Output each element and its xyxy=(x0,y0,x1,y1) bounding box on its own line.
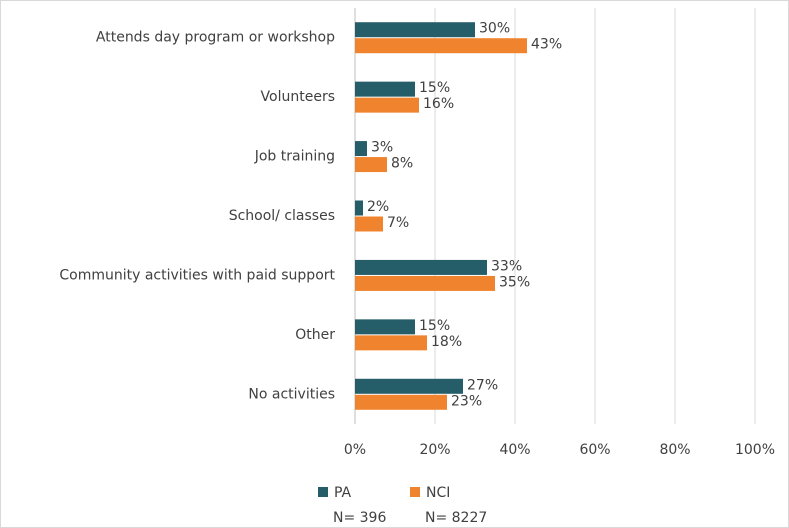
y-tick-label: Volunteers xyxy=(261,89,335,105)
bar xyxy=(355,22,475,38)
bar xyxy=(355,216,383,232)
value-label: 3% xyxy=(371,140,393,156)
value-label: 43% xyxy=(531,37,562,53)
bar xyxy=(355,97,419,113)
bar xyxy=(355,200,363,216)
bar xyxy=(355,394,447,410)
value-label: 23% xyxy=(451,393,482,409)
y-tick-label: Attends day program or workshop xyxy=(96,30,335,46)
legend-swatch xyxy=(410,487,420,497)
bar xyxy=(355,259,487,275)
legend-label: PA xyxy=(334,485,352,501)
bar xyxy=(355,275,495,291)
value-label: 35% xyxy=(499,274,530,290)
y-tick-label: Job training xyxy=(254,149,335,165)
legend-swatch xyxy=(318,487,328,497)
value-label: 15% xyxy=(419,318,450,334)
value-label: 7% xyxy=(387,215,409,231)
x-tick-label: 0% xyxy=(344,442,366,458)
bar xyxy=(355,319,415,335)
value-label: 18% xyxy=(431,334,462,350)
value-label: 15% xyxy=(419,80,450,96)
x-tick-label: 100% xyxy=(735,442,775,458)
value-label: 27% xyxy=(467,377,498,393)
legend-label: NCI xyxy=(426,485,450,501)
x-tick-label: 80% xyxy=(659,442,690,458)
value-label: 33% xyxy=(491,258,522,274)
value-label: 30% xyxy=(479,21,510,37)
y-tick-label: No activities xyxy=(248,386,335,402)
bar xyxy=(355,81,415,97)
value-label: 16% xyxy=(423,96,454,112)
x-tick-label: 60% xyxy=(579,442,610,458)
value-label: 8% xyxy=(391,156,413,172)
bar xyxy=(355,38,527,54)
value-label: 2% xyxy=(367,199,389,215)
bar xyxy=(355,157,387,173)
bar xyxy=(355,141,367,157)
bar xyxy=(355,378,463,394)
y-tick-label: Other xyxy=(295,327,335,343)
y-tick-label: School/ classes xyxy=(229,208,335,224)
legend-note: N= 396 xyxy=(333,510,386,526)
legend-note: N= 8227 xyxy=(425,510,487,526)
y-tick-label: Community activities with paid support xyxy=(59,267,335,283)
x-tick-label: 20% xyxy=(419,442,450,458)
bar xyxy=(355,335,427,351)
x-tick-label: 40% xyxy=(499,442,530,458)
